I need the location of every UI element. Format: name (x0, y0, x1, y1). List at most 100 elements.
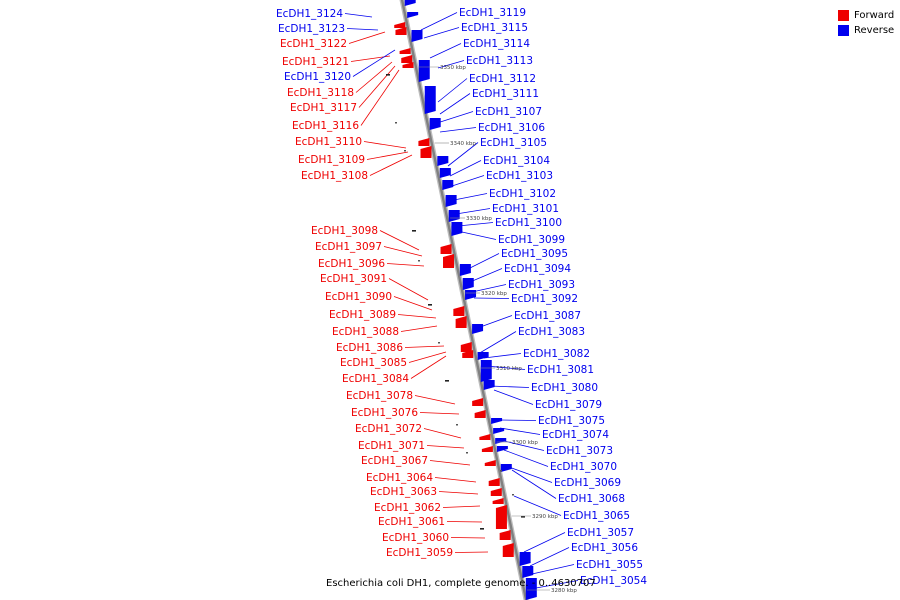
gene-label-ecdh1-3070: EcDH1_3070 (550, 461, 617, 473)
gene-label-ecdh1-3107: EcDH1_3107 (475, 106, 542, 118)
gene-label-ecdh1-3104: EcDH1_3104 (483, 155, 550, 167)
marker-dash-5 (521, 516, 525, 518)
reverse-gene-block-31 (483, 380, 495, 390)
gene-label-ecdh1-3078: EcDH1_3078 (346, 390, 413, 402)
reverse-gene-block-6 (407, 12, 419, 18)
connector-left-25 (429, 460, 471, 466)
reverse-gene-block-9 (424, 86, 436, 114)
tick-label-4: 3310 kbp (496, 366, 522, 372)
gene-label-ecdh1-3117: EcDH1_3117 (290, 102, 357, 114)
forward-gene-block-45 (495, 505, 507, 529)
gene-label-ecdh1-3096: EcDH1_3096 (318, 258, 385, 270)
gene-label-ecdh1-3085: EcDH1_3085 (340, 357, 407, 369)
connector-left-29 (446, 521, 483, 523)
gene-label-ecdh1-3110: EcDH1_3110 (295, 136, 362, 148)
gene-label-ecdh1-3082: EcDH1_3082 (523, 348, 590, 360)
connector-left-23 (423, 428, 462, 439)
forward-gene-block-4 (402, 62, 414, 68)
gene-label-ecdh1-3056: EcDH1_3056 (571, 542, 638, 554)
gene-label-ecdh1-3083: EcDH1_3083 (518, 326, 585, 338)
reverse-gene-block-7 (411, 30, 423, 42)
connector-left-19 (408, 351, 447, 363)
connector-left-18 (404, 345, 445, 348)
marker-dash-2 (445, 380, 449, 382)
reverse-gene-block-14 (439, 168, 451, 178)
gene-label-ecdh1-3071: EcDH1_3071 (358, 440, 425, 452)
gene-label-ecdh1-3067: EcDH1_3067 (361, 455, 428, 467)
tick-label-6: 3290 kbp (532, 514, 558, 520)
connector-right-10 (451, 175, 485, 187)
connector-left-26 (434, 477, 477, 483)
gene-label-ecdh1-3108: EcDH1_3108 (301, 170, 368, 182)
reverse-gene-block-49 (522, 566, 534, 578)
gene-label-ecdh1-3065: EcDH1_3065 (563, 510, 630, 522)
marker-dot-4 (456, 424, 458, 426)
tick-label-5: 3300 kbp (512, 440, 538, 446)
forward-gene-block-42 (488, 478, 500, 486)
forward-gene-block-20 (443, 254, 455, 268)
connector-right-3 (437, 60, 465, 69)
connector-left-5 (355, 61, 393, 93)
gene-label-ecdh1-3103: EcDH1_3103 (486, 170, 553, 182)
forward-gene-block-37 (479, 434, 491, 440)
forward-gene-block-12 (420, 146, 432, 158)
marker-dash-0 (386, 74, 390, 76)
gene-label-ecdh1-3093: EcDH1_3093 (508, 279, 575, 291)
reverse-gene-block-26 (472, 324, 484, 334)
connector-left-6 (358, 65, 396, 108)
gene-label-ecdh1-3109: EcDH1_3109 (298, 154, 365, 166)
gene-label-ecdh1-3074: EcDH1_3074 (542, 429, 609, 441)
forward-gene-block-24 (453, 306, 465, 316)
legend-forward: Forward (838, 8, 894, 23)
connector-right-13 (457, 222, 494, 227)
gene-label-ecdh1-3069: EcDH1_3069 (554, 477, 621, 489)
reverse-gene-block-29 (477, 352, 489, 360)
forward-gene-block-0 (394, 22, 406, 28)
connector-left-28 (442, 505, 481, 508)
gene-label-ecdh1-3113: EcDH1_3113 (466, 55, 533, 67)
reverse-swatch (838, 25, 849, 36)
reverse-gene-block-5 (404, 0, 416, 6)
legend: Forward Reverse (838, 8, 894, 38)
connector-right-18 (473, 297, 510, 299)
forward-gene-block-2 (399, 48, 411, 54)
connector-right-21 (483, 353, 522, 359)
marker-dash-4 (480, 528, 484, 530)
reverse-gene-block-10 (429, 118, 441, 130)
gene-label-ecdh1-3094: EcDH1_3094 (504, 263, 571, 275)
connector-right-12 (455, 208, 491, 215)
connector-left-2 (348, 31, 386, 44)
marker-dot-6 (500, 470, 502, 472)
reverse-gene-block-35 (493, 428, 505, 434)
connector-right-23 (489, 385, 530, 388)
reverse-gene-block-30 (480, 360, 492, 382)
gene-label-ecdh1-3112: EcDH1_3112 (469, 73, 536, 85)
forward-gene-block-47 (502, 543, 514, 557)
connector-right-28 (503, 449, 549, 467)
gene-label-ecdh1-3099: EcDH1_3099 (498, 234, 565, 246)
forward-gene-block-27 (460, 342, 472, 352)
gene-label-ecdh1-3118: EcDH1_3118 (287, 87, 354, 99)
gene-label-ecdh1-3116: EcDH1_3116 (292, 120, 359, 132)
legend-reverse-label: Reverse (854, 25, 895, 36)
forward-gene-block-32 (472, 398, 484, 406)
connector-left-21 (414, 395, 456, 405)
reverse-gene-block-41 (500, 464, 512, 472)
connector-left-14 (388, 278, 429, 301)
connector-right-9 (449, 160, 482, 177)
connector-left-20 (410, 355, 447, 379)
reverse-gene-block-22 (462, 278, 474, 290)
gene-label-ecdh1-3102: EcDH1_3102 (489, 188, 556, 200)
connector-right-2 (429, 43, 462, 59)
connector-right-32 (523, 532, 566, 553)
tick-label-7: 3280 kbp (551, 588, 577, 594)
connector-right-15 (465, 253, 500, 271)
connector-left-17 (400, 325, 438, 332)
connector-right-8 (447, 142, 479, 167)
gene-label-ecdh1-3106: EcDH1_3106 (478, 122, 545, 134)
gene-label-ecdh1-3084: EcDH1_3084 (342, 373, 409, 385)
connector-right-34 (531, 564, 575, 575)
gene-label-ecdh1-3088: EcDH1_3088 (332, 326, 399, 338)
gene-label-ecdh1-3061: EcDH1_3061 (378, 516, 445, 528)
gene-label-ecdh1-3062: EcDH1_3062 (374, 502, 441, 514)
